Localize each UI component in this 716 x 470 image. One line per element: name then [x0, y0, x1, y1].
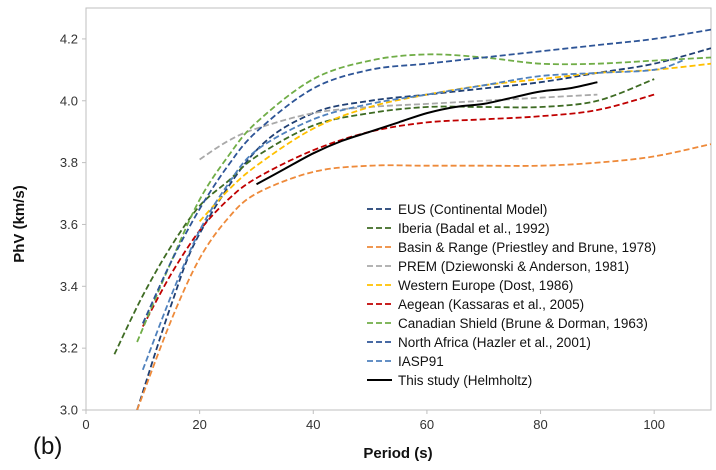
x-tick-label: 20 — [192, 417, 206, 432]
legend-label-2: Basin & Range (Priestley and Brune, 1978… — [398, 240, 656, 255]
x-axis-label: Period (s) — [363, 445, 432, 462]
series-line-7 — [141, 28, 711, 324]
y-tick-label: 4.0 — [60, 93, 78, 108]
panel-label: (b) — [33, 433, 62, 460]
x-tick-label: 0 — [82, 417, 89, 432]
series-line-1 — [113, 78, 655, 355]
legend-label-9: This study (Helmholtz) — [398, 373, 532, 388]
legend-label-8: IASP91 — [398, 354, 444, 369]
y-tick-label: 4.2 — [60, 31, 78, 46]
legend-label-6: Canadian Shield (Brune & Dorman, 1963) — [398, 316, 648, 331]
x-tick-label: 80 — [533, 417, 547, 432]
y-tick-label: 3.8 — [60, 155, 78, 170]
legend-label-7: North Africa (Hazler et al., 2001) — [398, 335, 591, 350]
legend-label-0: EUS (Continental Model) — [398, 202, 547, 217]
series-line-9 — [256, 81, 598, 186]
x-tick-label: 40 — [306, 417, 320, 432]
plot-frame — [85, 7, 712, 411]
y-axis-label: PhV (km/s) — [11, 185, 28, 263]
x-tick-label: 100 — [643, 417, 665, 432]
legend-label-4: Western Europe (Dost, 1986) — [398, 278, 573, 293]
series-line-4 — [198, 62, 711, 223]
series-line-2 — [136, 143, 711, 410]
y-tick-label: 3.4 — [60, 279, 78, 294]
series-line-8 — [141, 59, 683, 371]
y-tick-label: 3.0 — [60, 403, 78, 418]
x-tick-label: 60 — [420, 417, 434, 432]
y-tick-label: 3.2 — [60, 341, 78, 356]
axes: 0 20 40 60 80 100 3.0 3.2 3.4 3.6 3.8 4.0 4.2 — [60, 7, 712, 432]
legend-label-5: Aegean (Kassaras et al., 2005) — [398, 297, 584, 312]
series-line-0 — [136, 47, 711, 410]
series-line-5 — [142, 93, 655, 327]
legend: EUS (Continental Model) Iberia (Badal et … — [367, 202, 656, 388]
series-line-6 — [136, 53, 711, 343]
legend-label-3: PREM (Dziewonski & Anderson, 1981) — [398, 259, 629, 274]
legend-label-1: Iberia (Badal et al., 1992) — [398, 221, 550, 236]
series-line-3 — [199, 93, 598, 161]
series-lines — [113, 28, 711, 410]
y-tick-label: 3.6 — [60, 217, 78, 232]
